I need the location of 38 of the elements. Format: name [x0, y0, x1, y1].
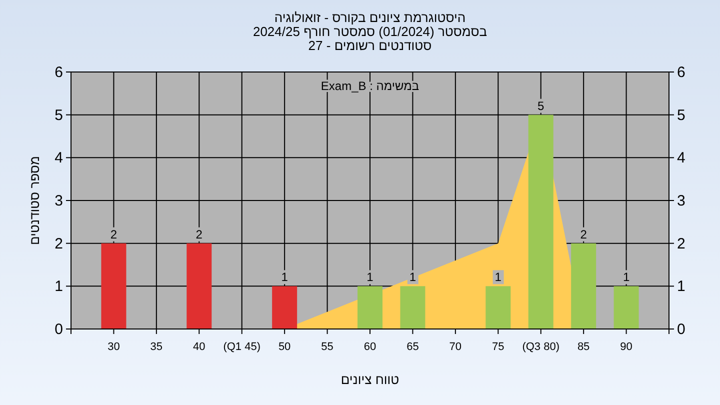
y-tick-label: 5	[54, 106, 63, 124]
x-tick-label: 65	[406, 341, 419, 353]
x-tick-label: (Q3 80)	[522, 341, 560, 353]
y-tick-label: 3	[54, 192, 63, 210]
x-tick-label: 60	[364, 341, 376, 353]
y-tick-label: 0	[54, 321, 63, 338]
y-tick-label: 2	[54, 235, 63, 252]
y-tick-label: 1	[54, 278, 63, 296]
x-tick-label: 35	[150, 341, 163, 353]
data-label: 1	[492, 270, 504, 284]
y-tick-label: 4	[54, 150, 63, 167]
y2-tick-label: 1	[677, 278, 686, 296]
x-tick-label: 40	[193, 341, 206, 353]
y2-tick-label: 6	[677, 64, 686, 81]
data-label: 1	[279, 270, 290, 284]
x-tick-label: (Q1 45)	[223, 341, 261, 353]
x-tick-label: 85	[577, 341, 590, 353]
x-tick-label: 30	[108, 341, 120, 353]
y-tick-label: 6	[54, 64, 63, 81]
y2-tick-label: 4	[677, 150, 686, 167]
data-label: 5	[536, 98, 547, 113]
chart-subtitle: בסמסטר (01/2024) סמסטר חורף 2024/25 סטודנטים רשומים - 27	[252, 24, 488, 53]
data-label: 2	[578, 227, 590, 242]
y2-tick-label: 2	[677, 235, 686, 252]
y-axis-title: מספר סטודנטים	[27, 156, 42, 245]
chart-title: היסטוגרמת ציונים בקורס - זואולוגיה	[274, 10, 466, 25]
y2-tick-label: 3	[677, 192, 686, 210]
y2-tick-label: 0	[677, 321, 686, 338]
x-tick-label: 50	[278, 341, 291, 353]
data-label: 1	[620, 270, 632, 284]
data-label: 1	[364, 270, 376, 284]
x-tick-label: 55	[321, 341, 334, 353]
x-tick-label: 75	[492, 341, 504, 353]
x-tick-label: 70	[449, 341, 462, 353]
y2-tick-label: 5	[677, 106, 686, 124]
x-tick-label: 90	[620, 341, 632, 353]
data-label: 1	[407, 270, 418, 284]
x-axis-title: טווח ציונים	[340, 372, 400, 387]
